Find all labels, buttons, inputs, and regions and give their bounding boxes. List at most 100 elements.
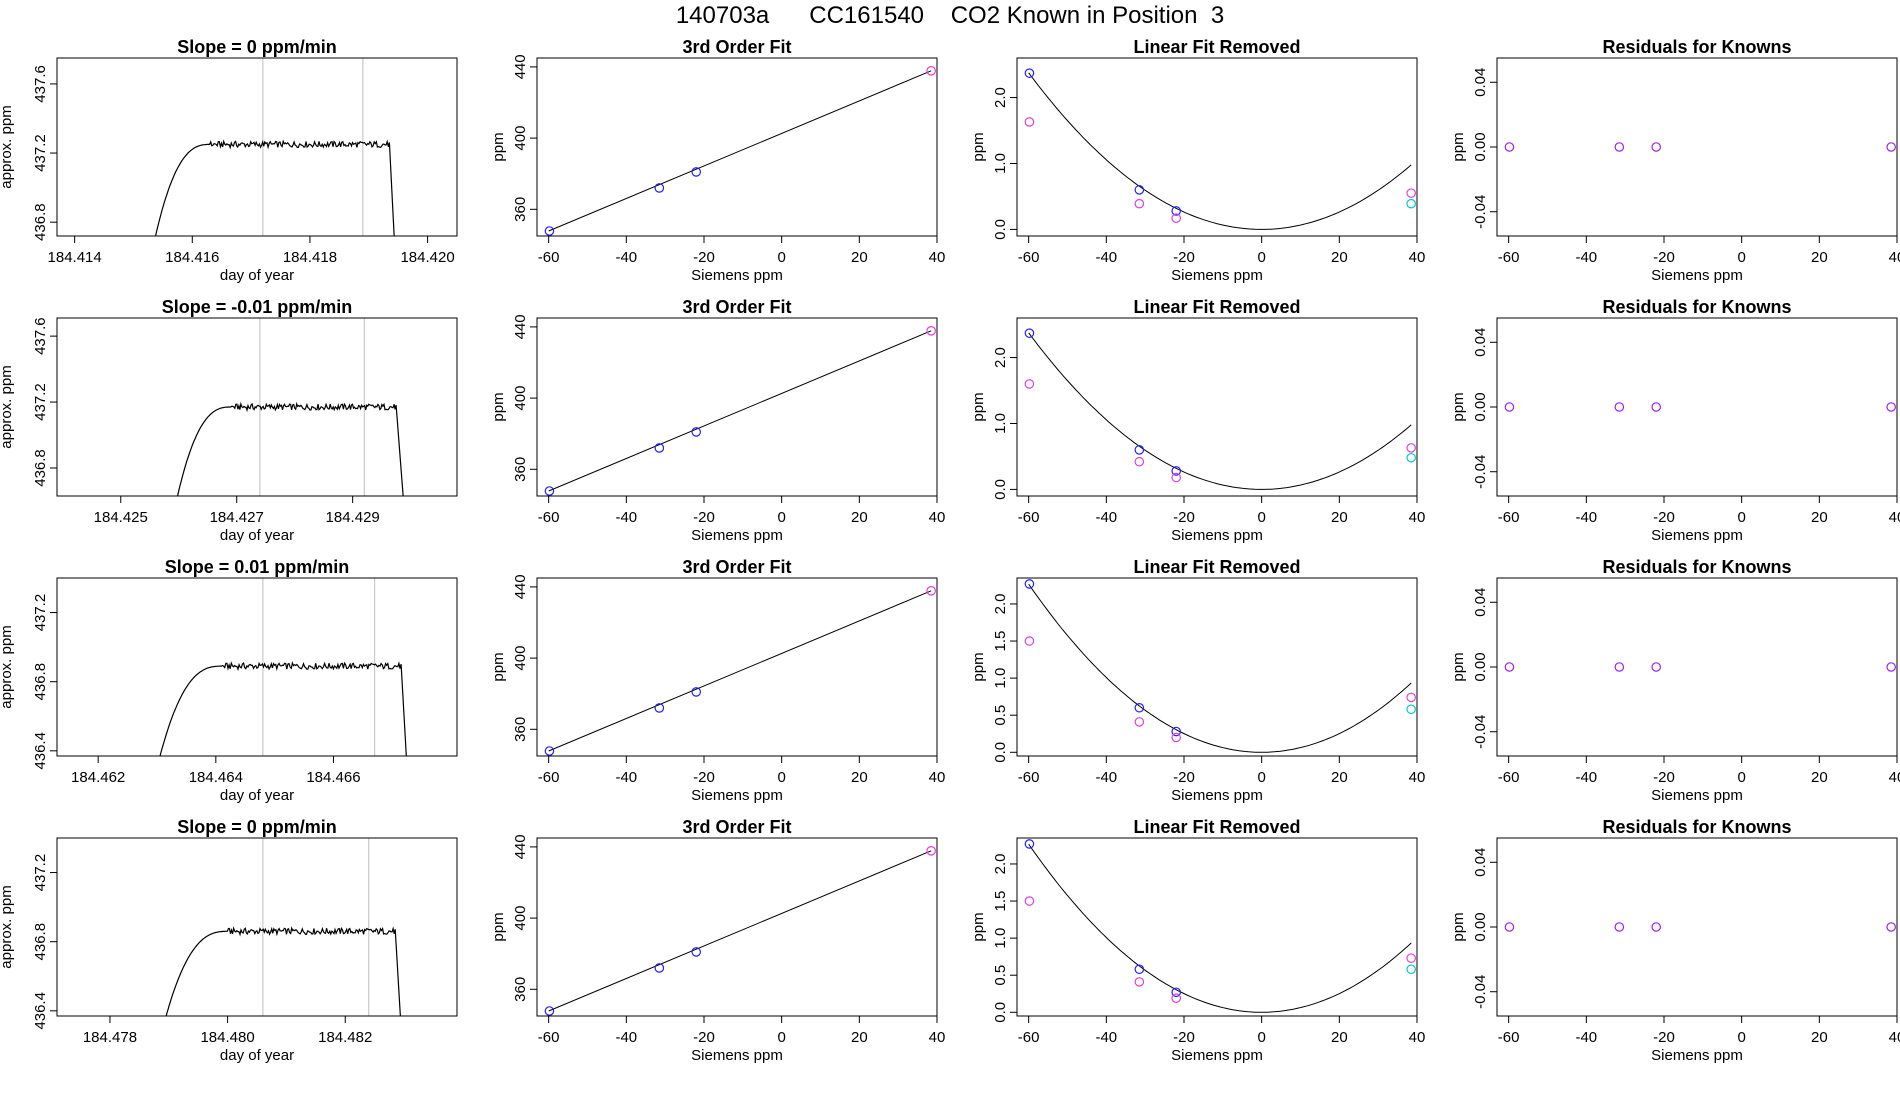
y-axis-label: ppm (490, 652, 507, 681)
plot-frame (536, 837, 938, 1017)
panel-4-3: Linear Fit Removed -60 -40 -20 0 20 40 Siemens … (970, 817, 1425, 1064)
y-tick-label: -0.04 (1472, 975, 1489, 1009)
y-tick-label: 437.6 (32, 317, 49, 355)
y-tick-label: -0.04 (1472, 455, 1489, 489)
data-point (1614, 402, 1625, 412)
y-tick-label: 1.0 (992, 413, 1009, 434)
fit-curve (1028, 583, 1412, 753)
x-tick-label: 184.418 (283, 249, 337, 266)
data-point (1406, 198, 1416, 209)
fit-curve (1028, 72, 1412, 230)
data-point (1024, 379, 1035, 389)
y-axis-label: ppm (1450, 652, 1467, 681)
plot-frame (56, 577, 458, 757)
x-tick-label: 184.464 (189, 769, 243, 786)
data-point (1406, 188, 1416, 198)
x-tick-label: 20 (1811, 769, 1828, 786)
data-point (1406, 704, 1416, 715)
plot-content (544, 586, 936, 756)
data-point (1886, 142, 1896, 152)
y-tick-label: 0.0 (992, 219, 1009, 240)
plot-content (544, 66, 936, 236)
x-tick-label: 20 (851, 249, 868, 266)
x-tick-label: -20 (1173, 509, 1195, 526)
panel-3-3: Linear Fit Removed -60 -40 -20 0 20 40 Siemens … (970, 557, 1425, 804)
panel-title: 3rd Order Fit (682, 817, 791, 837)
x-tick-label: 40 (1889, 509, 1900, 526)
y-tick-label: 0.5 (992, 965, 1009, 986)
data-point (654, 963, 665, 973)
y-axis-label: ppm (490, 392, 507, 421)
plot-frame (1496, 837, 1898, 1017)
y-tick-label: 0.0 (992, 479, 1009, 500)
x-axis-label: Siemens ppm (1171, 787, 1263, 804)
x-axis-label: day of year (220, 787, 294, 804)
panel-3-1: Slope = 0.01 ppm/min 184.462 184.464 184.46… (0, 557, 458, 804)
x-tick-label: 0 (1737, 1029, 1745, 1046)
y-tick-label: 0.04 (1472, 68, 1489, 97)
panel-2-1: Slope = -0.01 ppm/min 184.425 184.427 184.4… (0, 297, 458, 544)
x-axis-label: Siemens ppm (691, 267, 783, 284)
data-point (1171, 987, 1182, 998)
x-tick-label: 184.420 (400, 249, 454, 266)
y-tick-label: 1.0 (992, 668, 1009, 689)
y-axis-label: ppm (970, 392, 987, 421)
panel-title: Residuals for Knowns (1602, 557, 1791, 577)
plot-frame (536, 577, 938, 757)
x-tick-label: 184.416 (165, 249, 219, 266)
data-point (1406, 443, 1416, 453)
x-tick-label: -40 (1095, 509, 1117, 526)
data-point (1024, 117, 1035, 127)
data-point (1886, 662, 1896, 672)
concentration-trace (165, 926, 401, 1016)
data-point (1171, 466, 1182, 476)
data-point (1024, 839, 1035, 849)
x-tick-label: 184.462 (71, 769, 125, 786)
plot-content (1504, 142, 1896, 152)
plot-frame (1016, 837, 1418, 1017)
data-point (654, 443, 665, 453)
data-point (1614, 142, 1625, 152)
y-tick-label: 1.5 (992, 891, 1009, 912)
data-point (1504, 922, 1515, 932)
y-tick-label: 0.00 (1472, 912, 1489, 941)
plot-frame (536, 317, 938, 497)
plot-frame (1496, 577, 1898, 757)
y-tick-label: 440 (512, 314, 529, 339)
x-tick-label: 40 (1409, 769, 1426, 786)
y-tick-label: 360 (512, 717, 529, 742)
y-tick-label: -0.04 (1472, 195, 1489, 229)
y-tick-label: 437.2 (32, 134, 49, 172)
y-tick-label: 0.0 (992, 742, 1009, 763)
data-point (544, 486, 555, 496)
plot-content (1024, 839, 1416, 1013)
x-tick-label: -60 (1018, 249, 1040, 266)
y-tick-label: 360 (512, 457, 529, 482)
data-point (1024, 636, 1035, 646)
data-point (1024, 896, 1035, 906)
fit-curve (1028, 843, 1412, 1013)
data-point (1614, 662, 1625, 672)
data-point (691, 427, 702, 437)
data-point (654, 703, 665, 713)
fit-line (548, 590, 932, 752)
panel-2-3: Linear Fit Removed -60 -40 -20 0 20 40 Siemens … (970, 297, 1425, 544)
y-axis-label: approx. ppm (0, 105, 15, 188)
y-tick-label: 0.04 (1472, 848, 1489, 877)
data-point (1651, 922, 1662, 932)
y-tick-label: 437.2 (32, 383, 49, 421)
x-tick-label: -40 (615, 509, 637, 526)
x-tick-label: 20 (1331, 249, 1348, 266)
x-tick-label: -60 (538, 1029, 560, 1046)
x-tick-label: 20 (1331, 769, 1348, 786)
x-tick-label: 40 (1409, 509, 1426, 526)
x-tick-label: -20 (1653, 769, 1675, 786)
data-point (1024, 328, 1035, 338)
x-tick-label: -60 (1018, 769, 1040, 786)
y-axis-label: ppm (970, 132, 987, 161)
x-tick-label: -20 (1653, 249, 1675, 266)
x-tick-label: 0 (1737, 769, 1745, 786)
data-point (1504, 402, 1515, 412)
panel-title: Linear Fit Removed (1133, 37, 1300, 57)
x-tick-label: 40 (1409, 1029, 1426, 1046)
